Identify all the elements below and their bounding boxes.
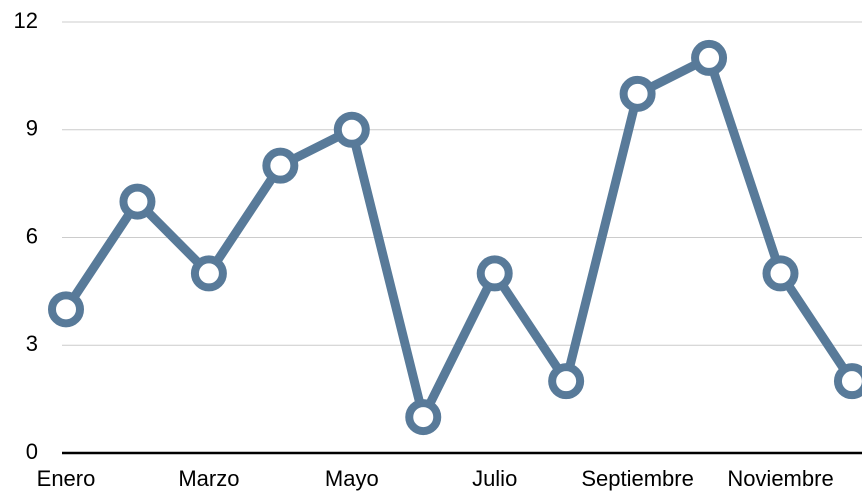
x-tick-label: Mayo [325, 466, 379, 491]
point-marker [48, 291, 84, 328]
point-marker [619, 75, 656, 112]
point-marker [190, 255, 227, 292]
point-marker [833, 363, 862, 400]
point-marker [691, 39, 728, 76]
point-marker [548, 363, 585, 400]
y-tick-label: 3 [26, 331, 38, 356]
point-marker [405, 399, 442, 436]
y-tick-label: 9 [26, 116, 38, 141]
x-tick-label: Marzo [178, 466, 239, 491]
point-marker [333, 111, 370, 148]
y-tick-label: 12 [14, 8, 38, 33]
x-tick-label: Noviembre [727, 466, 833, 491]
point-marker [762, 255, 799, 292]
point-marker [262, 147, 299, 184]
point-marker [119, 183, 156, 220]
x-tick-label: Julio [472, 466, 517, 491]
x-tick-label: Enero [37, 466, 96, 491]
y-tick-label: 6 [26, 223, 38, 248]
x-tick-label: Septiembre [581, 466, 694, 491]
y-tick-label: 0 [26, 439, 38, 464]
point-marker [476, 255, 513, 292]
